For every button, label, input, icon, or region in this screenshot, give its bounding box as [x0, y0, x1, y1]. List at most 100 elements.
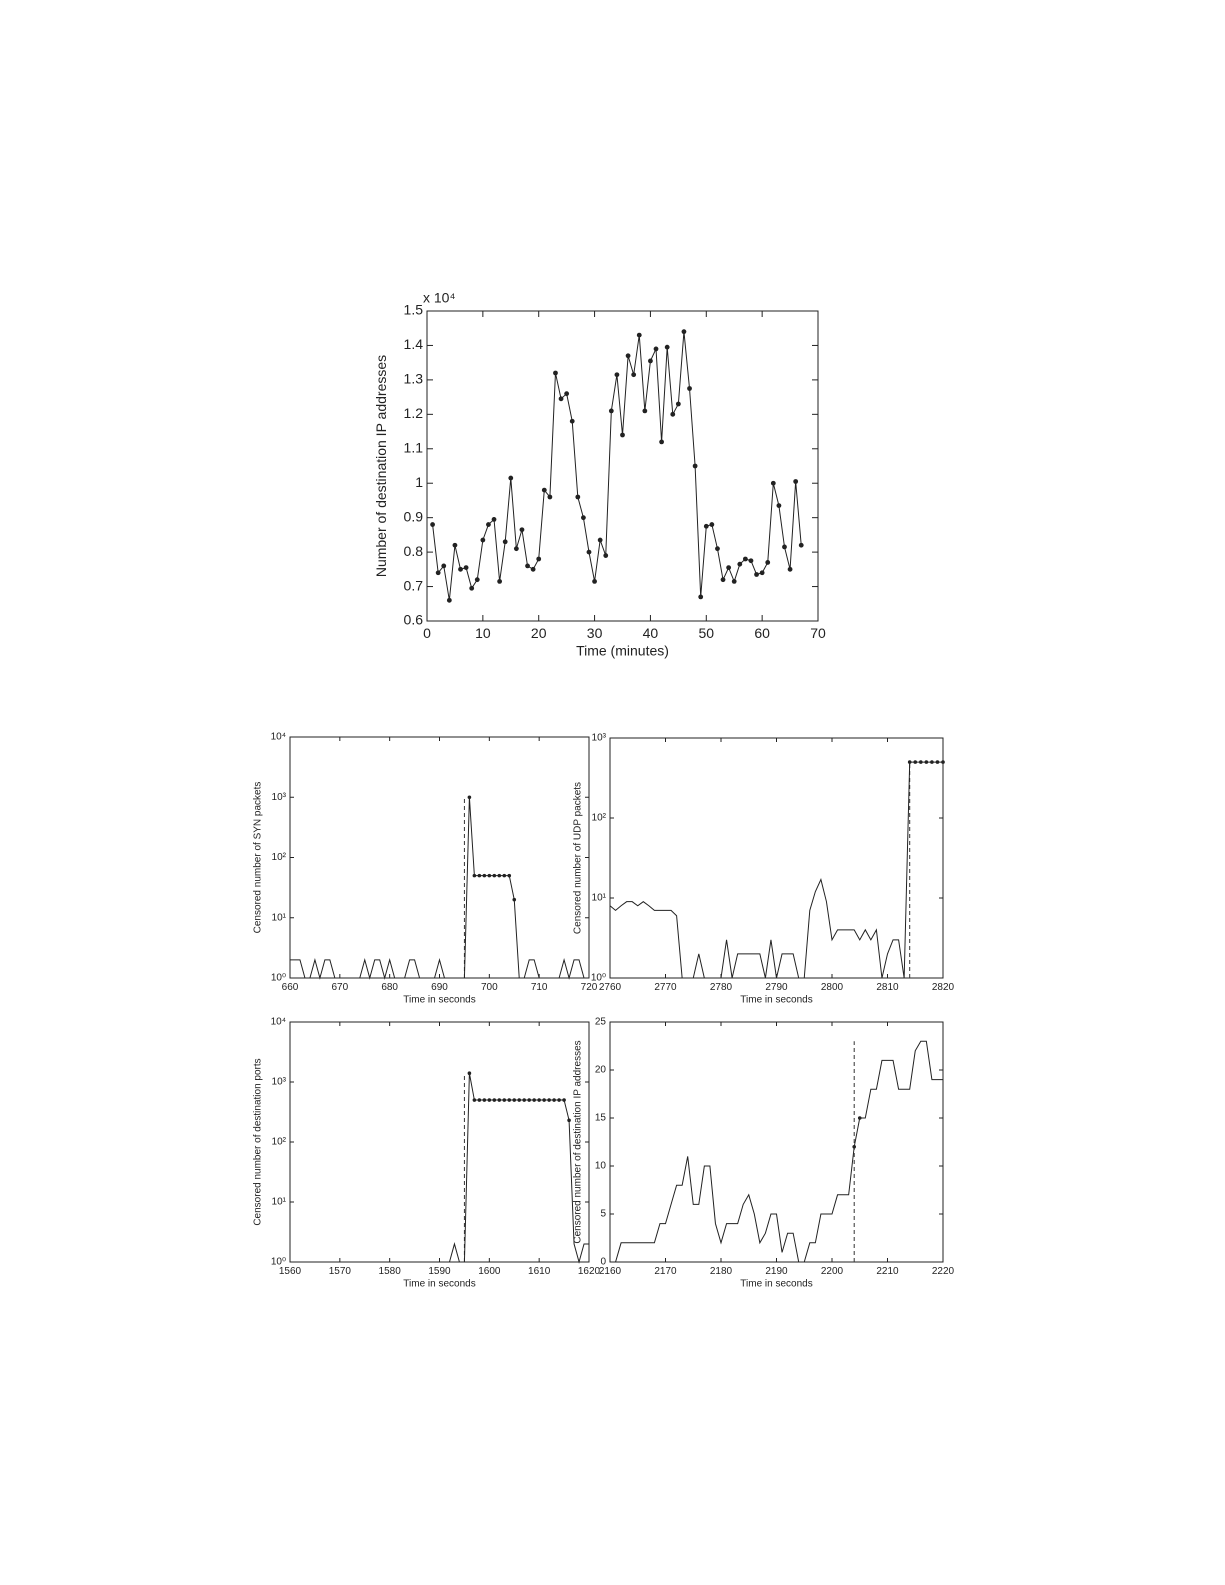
data-point — [557, 1098, 561, 1102]
y-axis-label: Censored number of UDP packets — [573, 782, 584, 934]
y-tick-label: 1 — [415, 474, 423, 490]
data-point — [562, 1098, 566, 1102]
data-point — [935, 760, 940, 764]
y-tick-label: 10² — [272, 852, 287, 863]
data-point — [467, 1071, 472, 1076]
x-tick-label: 10 — [475, 625, 491, 641]
data-point — [575, 494, 581, 500]
data-point — [614, 372, 620, 378]
data-point — [502, 539, 508, 545]
data-point — [737, 561, 743, 567]
data-point — [513, 546, 519, 552]
x-tick-label: 700 — [481, 982, 498, 993]
data-line — [290, 797, 589, 980]
y-tick-label: 10¹ — [272, 912, 287, 923]
y-tick-label: 10 — [595, 1161, 607, 1172]
data-point — [597, 537, 603, 543]
data-point — [487, 873, 492, 878]
x-tick-label: 2800 — [821, 982, 844, 993]
data-point — [477, 873, 482, 878]
x-tick-label: 1590 — [428, 1266, 451, 1277]
data-line — [610, 1040, 943, 1263]
data-point — [491, 516, 497, 522]
y-tick-label: 10⁴ — [271, 1017, 286, 1028]
y-tick-label: 5 — [600, 1209, 606, 1220]
data-point — [648, 358, 653, 364]
x-axis-label: Time in seconds — [403, 995, 475, 1006]
data-point — [709, 522, 715, 527]
data-point — [742, 556, 748, 562]
x-tick-label: 2200 — [821, 1266, 844, 1277]
y-tick-label: 10³ — [592, 733, 607, 744]
data-point — [472, 873, 477, 878]
data-point — [793, 479, 799, 484]
data-point — [625, 353, 631, 359]
data-point — [497, 873, 502, 878]
x-tick-label: 2170 — [654, 1266, 677, 1277]
data-point — [482, 873, 487, 878]
x-tick-label: 1580 — [379, 1266, 402, 1277]
data-line — [609, 761, 943, 979]
data-point — [726, 565, 732, 571]
data-point — [497, 578, 503, 584]
x-tick-label: 2210 — [876, 1266, 899, 1277]
y-tick-label: 10² — [592, 813, 607, 824]
data-point — [541, 487, 547, 493]
x-tick-label: 50 — [698, 625, 714, 641]
plot-frame — [609, 737, 944, 979]
data-point — [581, 515, 586, 521]
data-point — [798, 542, 804, 548]
y-axis-label: Number of destination IP addresses — [373, 355, 389, 577]
x-tick-label: 2220 — [932, 1266, 955, 1277]
y-tick-label: 0.7 — [404, 577, 424, 593]
x-tick-label: 660 — [282, 982, 299, 993]
x-tick-label: 1560 — [279, 1266, 302, 1277]
data-point — [692, 463, 698, 469]
x-tick-label: 2190 — [765, 1266, 788, 1277]
data-point — [681, 329, 687, 335]
data-point — [553, 370, 558, 376]
data-point — [441, 563, 447, 569]
x-tick-label: 0 — [423, 625, 431, 641]
y-tick-label: 10¹ — [272, 1197, 287, 1208]
x-tick-label: 1570 — [329, 1266, 352, 1277]
data-point — [527, 1098, 531, 1102]
data-point — [919, 760, 923, 764]
data-point — [907, 760, 912, 764]
data-point — [525, 563, 530, 569]
y-tick-label: 1.5 — [404, 302, 424, 318]
data-point — [670, 411, 676, 417]
y-multiplier: x 10⁴ — [423, 290, 455, 306]
data-point — [532, 1098, 536, 1102]
data-point — [569, 418, 575, 424]
data-point — [517, 1098, 522, 1102]
data-point — [474, 577, 480, 583]
data-point — [480, 537, 486, 543]
data-point — [508, 475, 514, 481]
data-point — [852, 1145, 856, 1149]
data-point — [547, 494, 553, 500]
data-point — [502, 1098, 507, 1102]
y-tick-label: 0.9 — [404, 508, 424, 524]
data-point — [446, 597, 452, 603]
data-point — [530, 566, 536, 572]
data-point — [675, 401, 681, 407]
x-tick-label: 60 — [754, 625, 770, 641]
y-tick-label: 15 — [595, 1113, 607, 1124]
x-tick-label: 720 — [581, 982, 598, 993]
y-tick-label: 0 — [600, 1257, 606, 1268]
data-point — [782, 544, 787, 550]
data-point — [512, 897, 517, 902]
data-point — [715, 546, 720, 552]
data-point — [472, 1098, 477, 1102]
data-point — [776, 503, 782, 509]
y-tick-label: 1.2 — [404, 405, 424, 421]
data-point — [748, 558, 754, 564]
data-point — [787, 566, 793, 572]
data-point — [430, 522, 435, 527]
y-tick-label: 20 — [595, 1065, 607, 1076]
data-point — [469, 585, 475, 591]
data-point — [592, 578, 597, 584]
y-tick-label: 10³ — [272, 792, 287, 803]
data-point — [924, 760, 929, 764]
